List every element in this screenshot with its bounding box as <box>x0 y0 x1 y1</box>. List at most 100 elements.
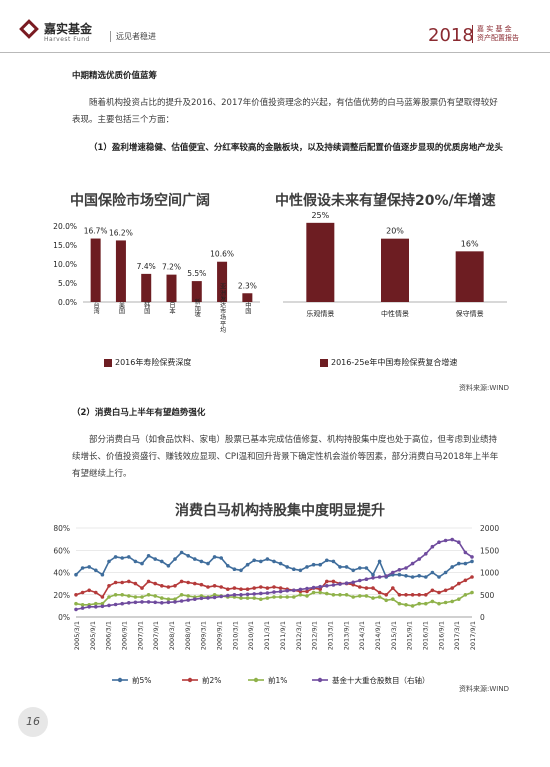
chart3-point <box>437 590 441 595</box>
chart3-point <box>259 597 263 601</box>
chart3-point <box>179 579 184 584</box>
chart3-y-right-tick: 2000 <box>480 524 499 533</box>
chart3-point <box>344 581 349 585</box>
chart3-point <box>384 593 389 597</box>
chart3-point <box>463 550 468 555</box>
chart3-point <box>450 599 455 604</box>
chart3-point <box>140 595 144 599</box>
chart3-point <box>206 585 210 589</box>
chart3-point <box>100 572 105 577</box>
chart3-point <box>107 595 111 599</box>
chart3-point <box>404 574 408 578</box>
chart3-point <box>252 596 256 600</box>
chart3-point <box>424 575 428 579</box>
chart3-point <box>430 544 435 549</box>
chart3-point <box>443 588 448 593</box>
chart1-y-tick: 10.0% <box>53 260 77 269</box>
chart3-point <box>470 590 474 595</box>
chart3-point <box>146 554 151 558</box>
chart3-point <box>371 576 375 580</box>
chart3-legend-label: 基金十大重仓股数目（右轴） <box>332 675 430 685</box>
chart3-point <box>443 538 448 543</box>
chart3-point <box>120 556 124 560</box>
chart3-point <box>470 555 474 559</box>
chart3-point <box>87 605 91 609</box>
chart3-x-tick: 2013/9/1 <box>342 621 350 650</box>
chart3-point <box>120 601 124 606</box>
chart1-value-label: 7.4% <box>137 262 156 271</box>
chart1-legend-label: 2016年寿险保费深度 <box>115 358 192 367</box>
chart3-y-left-tick: 20% <box>53 591 70 600</box>
chart3-x-tick: 2012/3/1 <box>295 621 303 650</box>
chart3-point <box>457 561 461 566</box>
chart3-point <box>397 601 402 606</box>
chart3-point <box>226 587 230 591</box>
chart3-point <box>252 558 256 563</box>
report-title-line1: 嘉 实 基 金 <box>477 25 512 33</box>
chart3-point <box>219 585 223 589</box>
chart3-legend-marker <box>117 677 123 683</box>
chart2-value-label: 16% <box>461 239 479 248</box>
chart1-legend-swatch <box>104 358 112 367</box>
chart3-point <box>278 589 283 594</box>
chart3-point <box>391 597 395 601</box>
chart3-point <box>173 584 177 588</box>
chart3-y-right-tick: 0 <box>480 613 485 622</box>
chart3-point <box>193 557 197 561</box>
chart3-point <box>74 601 78 606</box>
chart3-point <box>146 579 151 584</box>
chart3-x-tick: 2008/9/1 <box>184 621 192 650</box>
chart2-premium-growth: 25% 乐观情景 20% 中性情景 16% 保守情景 <box>283 212 507 318</box>
chart3-point <box>133 600 138 605</box>
chart3-point <box>173 597 177 601</box>
chart3-y-left-tick: 0% <box>58 613 70 622</box>
chart3-point <box>186 598 190 602</box>
chart3-point <box>404 593 408 597</box>
chart2-legend: 2016-25e年中国寿险保费复合增速 <box>320 357 457 368</box>
chart3-point <box>193 581 197 586</box>
chart3-point <box>292 595 296 599</box>
chart3-point <box>410 593 415 597</box>
report-title: 嘉 实 基 金 资产配置报告 <box>472 25 519 43</box>
chart3-point <box>206 596 210 600</box>
chart3-point <box>377 575 382 579</box>
chart3-point <box>212 584 217 588</box>
chart3-point <box>344 565 349 569</box>
chart3-point <box>232 593 237 597</box>
chart3-point <box>232 567 237 571</box>
chart3-point <box>245 596 250 600</box>
chart3-point <box>160 601 164 605</box>
chart3-x-tick: 2006/9/1 <box>121 621 129 650</box>
chart3-point <box>285 588 289 593</box>
chart3-point <box>166 564 171 568</box>
chart3-point <box>265 591 270 595</box>
chart3-legend-label: 前1% <box>268 675 287 685</box>
chart3-point <box>100 595 105 599</box>
chart3-point <box>377 595 382 599</box>
chart3-point <box>186 580 190 585</box>
chart1-bar <box>90 238 101 302</box>
chart3-point <box>80 606 85 610</box>
source-note-2: 资料来源:WIND <box>459 685 509 693</box>
chart1-bar <box>217 261 228 302</box>
chart3-point <box>318 590 323 595</box>
chart3-point <box>193 597 197 601</box>
chart2-category-label: 中性情景 <box>381 309 409 318</box>
chart3-x-tick: 2011/3/1 <box>263 621 271 650</box>
chart2-value-label: 25% <box>311 212 329 220</box>
paragraph-1: 随着机构投资占比的提升及2016、2017年价值投资理念的兴起，有估值优势的白马… <box>72 98 498 125</box>
chart3-point <box>331 579 336 584</box>
chart3-point <box>140 600 144 604</box>
chart1-bar <box>166 274 177 302</box>
chart3-point <box>146 600 151 604</box>
chart3-point <box>94 590 98 595</box>
chart3-point <box>311 590 316 595</box>
chart3-point <box>325 579 329 584</box>
chart3-point <box>364 577 369 581</box>
chart3-point <box>127 555 131 559</box>
chart3-point <box>325 591 329 596</box>
chart3-point <box>410 561 415 566</box>
chart3-point <box>377 590 382 595</box>
chart3-point <box>318 562 323 567</box>
chart3-point <box>245 587 250 591</box>
